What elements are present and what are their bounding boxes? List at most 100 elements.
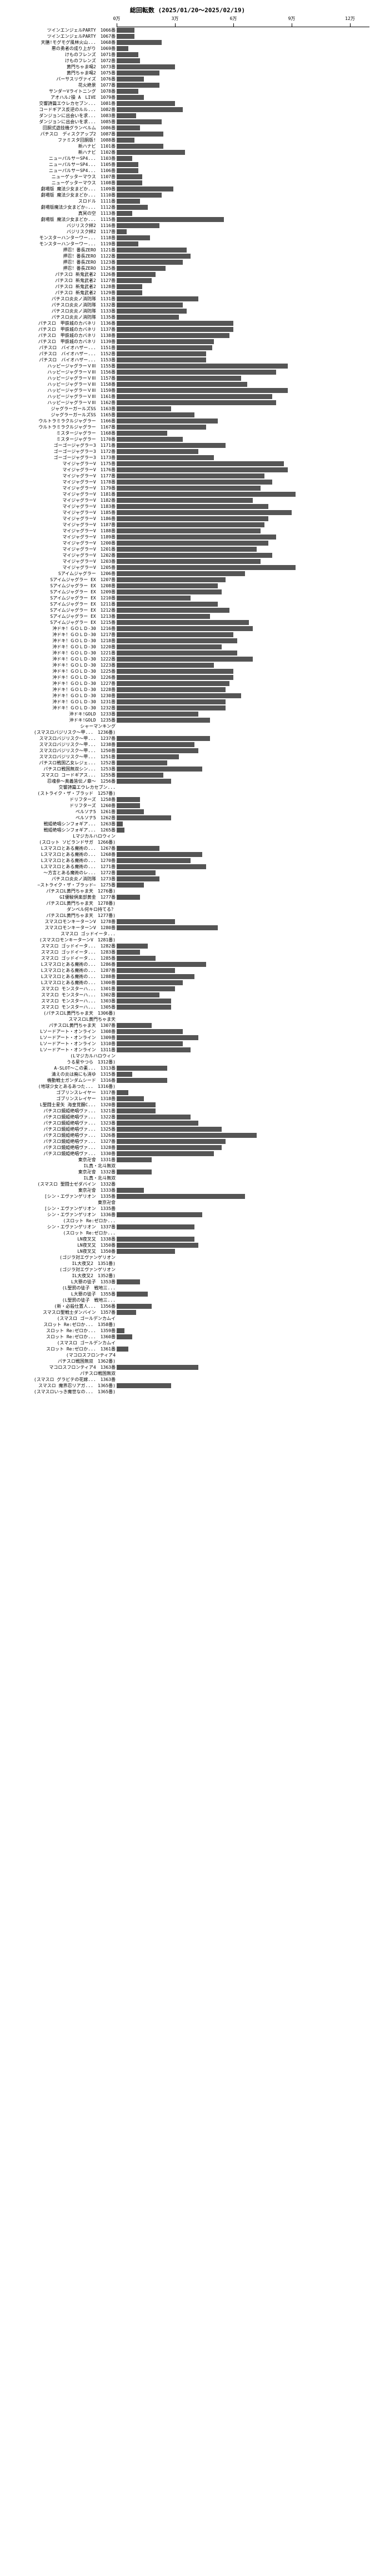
bar xyxy=(117,925,218,930)
row-label: パチスロ 甲鉄城のカバネリ 1137番 xyxy=(6,326,117,332)
bar-area xyxy=(117,541,369,546)
chart-row: パチスロ バイオハザー... 1152番 xyxy=(6,351,369,357)
row-label: (スマスロ ゴールデンカムイ xyxy=(6,1340,117,1346)
chart-row: うる星やつら 1312番) xyxy=(6,1059,369,1065)
chart-row: Lソードアート・オンライン 1308番 xyxy=(6,1029,369,1035)
chart-row: ハッピージャグラーＶⅢ 1161番 xyxy=(6,394,369,400)
chart-row: マイジャグラーV 1203番 xyxy=(6,558,369,564)
bar-area xyxy=(117,303,369,307)
chart-row: Lスマスロとある魔術の... 1268番 xyxy=(6,851,369,858)
bar-area xyxy=(117,937,369,942)
row-label: マイジャグラーV 1189番 xyxy=(6,534,117,540)
bar xyxy=(117,1072,132,1077)
row-label: (Lマジカルハロウィン xyxy=(6,1053,117,1059)
chart-row: ペルソナ5 1262番 xyxy=(6,815,369,821)
chart-row: Sアイムジャグラー EX 1215番 xyxy=(6,619,369,626)
bar xyxy=(117,223,159,228)
bar-area xyxy=(117,748,369,753)
bar-area xyxy=(117,186,369,191)
row-label: 沖ドキ!GOLD 1233番 xyxy=(6,711,117,717)
row-label: 沖ドキ！ＧＯＬＤ-30 1220番 xyxy=(6,644,117,650)
row-label: 沖ドキ！ＧＯＬＤ-30 1222番 xyxy=(6,656,117,662)
row-label: Lスマスロとある魔術の... 1287番 xyxy=(6,967,117,974)
bar-area xyxy=(117,339,369,344)
chart-row: Sアイムジャグラー EX 1207番 xyxy=(6,577,369,583)
bar-area xyxy=(117,376,369,381)
bar-area xyxy=(117,699,369,704)
row-label: スマスロバジリスク〜甲... 1251番 xyxy=(6,754,117,760)
row-label: ペルソナ5 1262番 xyxy=(6,815,117,821)
chart-row: サンダーVライトニング 1078番 xyxy=(6,88,369,94)
bar-area xyxy=(117,1060,369,1065)
bar xyxy=(117,950,140,955)
bar-area xyxy=(117,101,369,106)
bar-area xyxy=(117,205,369,210)
row-label: シン・エヴァンゲリオン 1337番 xyxy=(6,1224,117,1230)
bar xyxy=(117,803,140,808)
chart-row: マイジャグラーV 1188番 xyxy=(6,528,369,534)
bar-area xyxy=(117,907,369,912)
bar-area xyxy=(117,284,369,289)
chart-row: スロット Re:ゼロか... 1358番) xyxy=(6,1322,369,1328)
chart-row: (スマスロモンキーターンV 1281番) xyxy=(6,937,369,943)
row-label: 沖ドキ！ＧＯＬＤ-30 1227番 xyxy=(6,680,117,687)
row-label: 交響詩篇エウレカセブン... xyxy=(6,784,117,790)
bar xyxy=(117,1145,222,1150)
chart-row: 新ハナビ 1102番 xyxy=(6,149,369,155)
bar-area xyxy=(117,443,369,448)
chart-row: パチスロ戦国無双 1362番) xyxy=(6,1358,369,1364)
row-label: パチスロ バイオハザー... 1152番 xyxy=(6,351,117,357)
bar-area xyxy=(117,950,369,955)
chart-row: ダンジョンに出会いを求... 1085番 xyxy=(6,119,369,125)
row-label: バジリスク絆2 1116番 xyxy=(6,223,117,229)
bar-area xyxy=(117,1102,369,1107)
row-label: 劇場版魔法少女まどか☆... 1112番 xyxy=(6,204,117,210)
row-label: ツインエンジェルPARTY 1066番 xyxy=(6,27,117,33)
row-label: 沖ドキ！ＧＯＬＤ-30 1223番 xyxy=(6,662,117,668)
bar-area xyxy=(117,168,369,173)
chart-row: IL真・北斗無双 xyxy=(6,1163,369,1169)
chart-row: シャーマンキング xyxy=(6,723,369,729)
bar xyxy=(117,1243,198,1248)
bar xyxy=(117,473,264,478)
bar xyxy=(117,339,214,344)
row-label: マイジャグラーV 1205番 xyxy=(6,564,117,571)
bar xyxy=(117,272,156,277)
chart-row: パチスロL黄門ちゃま天 1278番) xyxy=(6,900,369,906)
row-label: Lスマスロとある魔術の... 1300番 xyxy=(6,980,117,986)
chart-row: Sアイムジャグラー EX 1211番 xyxy=(6,601,369,607)
row-label: ツインエンジェルPARTY 1067番 xyxy=(6,33,117,39)
bar-area xyxy=(117,571,369,576)
bar xyxy=(117,620,249,625)
bar-area xyxy=(117,876,369,881)
bar-area xyxy=(117,858,369,863)
bar xyxy=(117,101,175,106)
bar-area xyxy=(117,449,369,454)
bar-area xyxy=(117,1151,369,1156)
bar-area xyxy=(117,162,369,167)
chart-row: (Lマジカルハロウィン xyxy=(6,1053,369,1059)
row-label: スロット Re:ゼロか... 1361番 xyxy=(6,1346,117,1352)
row-label: ハッピージャグラーＶⅢ 1161番 xyxy=(6,394,117,400)
chart-row: バジリスク絆2 1117番 xyxy=(6,229,369,235)
row-label: 沖ドキ！ＧＯＬＤ-30 1231番 xyxy=(6,699,117,705)
chart-row: マイジャグラーV 1187番 xyxy=(6,522,369,528)
bar-area xyxy=(117,1279,369,1284)
chart-row: Lスマスロとある魔術の... 1271番 xyxy=(6,864,369,870)
bar-area xyxy=(117,986,369,991)
chart-row: 回胴式遊技機グランベルム 1086番 xyxy=(6,125,369,131)
bar-area xyxy=(117,1334,369,1339)
chart-row: (マコロスフロンティア4 xyxy=(6,1352,369,1358)
bar-area xyxy=(117,419,369,424)
bar xyxy=(117,461,284,466)
chart-row: (新・必殺仕置人... 1356番 xyxy=(6,1303,369,1309)
chart-row: ~ストライク・ザ・ブラッド~ 1275番 xyxy=(6,882,369,888)
row-label: スロドル 1111番 xyxy=(6,198,117,204)
chart-row: バーサスリヴァイズ 1076番 xyxy=(6,76,369,82)
bar-area xyxy=(117,1017,369,1022)
row-label: ゴブリンスレイヤー 1318番 xyxy=(6,1096,117,1102)
bar-area xyxy=(117,834,369,839)
row-label: ハッピージャグラーＶⅢ 1155番 xyxy=(6,363,117,369)
bar-area xyxy=(117,724,369,729)
bar xyxy=(117,248,187,253)
